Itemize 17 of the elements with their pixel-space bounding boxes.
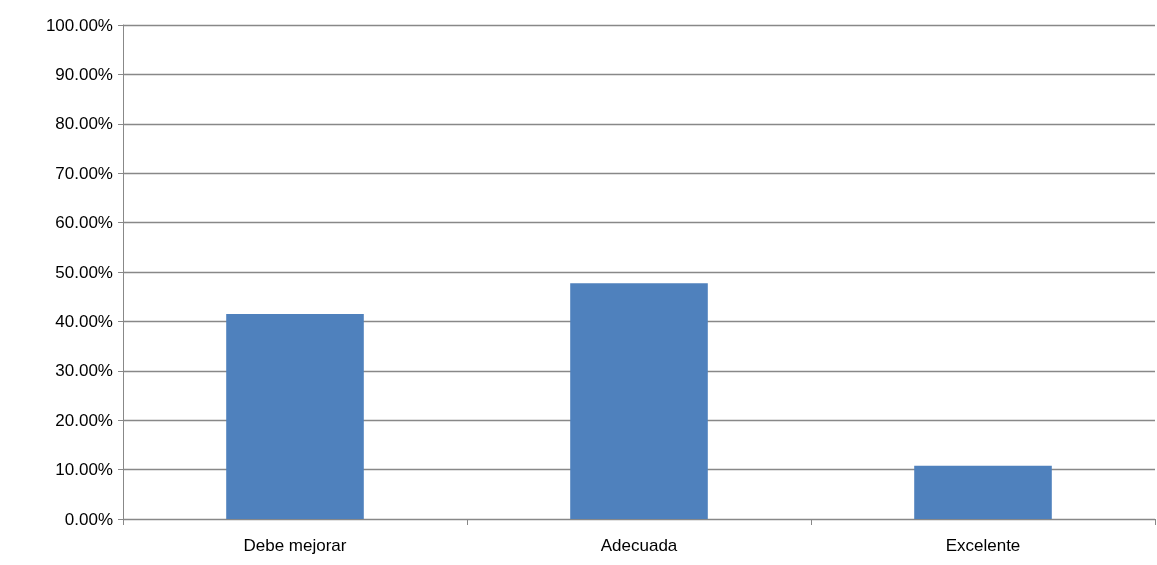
x-tick-label: Debe mejorar <box>243 536 347 555</box>
y-tick-label: 30.00% <box>55 361 113 381</box>
y-tick-label: 80.00% <box>55 114 113 134</box>
bar <box>914 465 1052 519</box>
y-tick-label: 40.00% <box>55 311 113 331</box>
bar <box>226 313 364 519</box>
y-tick-label: 10.00% <box>55 460 113 480</box>
y-tick-label: 20.00% <box>55 410 113 430</box>
y-tick-label: 0.00% <box>64 509 113 529</box>
bar <box>570 283 708 519</box>
y-tick-label: 90.00% <box>55 64 113 84</box>
y-tick-label: 60.00% <box>55 213 113 233</box>
y-tick-label: 100.00% <box>45 15 113 35</box>
y-tick-label: 70.00% <box>55 163 113 183</box>
x-tick-label: Excelente <box>945 536 1021 555</box>
x-tick-label: Adecuada <box>600 536 678 555</box>
y-tick-label: 50.00% <box>55 262 113 282</box>
